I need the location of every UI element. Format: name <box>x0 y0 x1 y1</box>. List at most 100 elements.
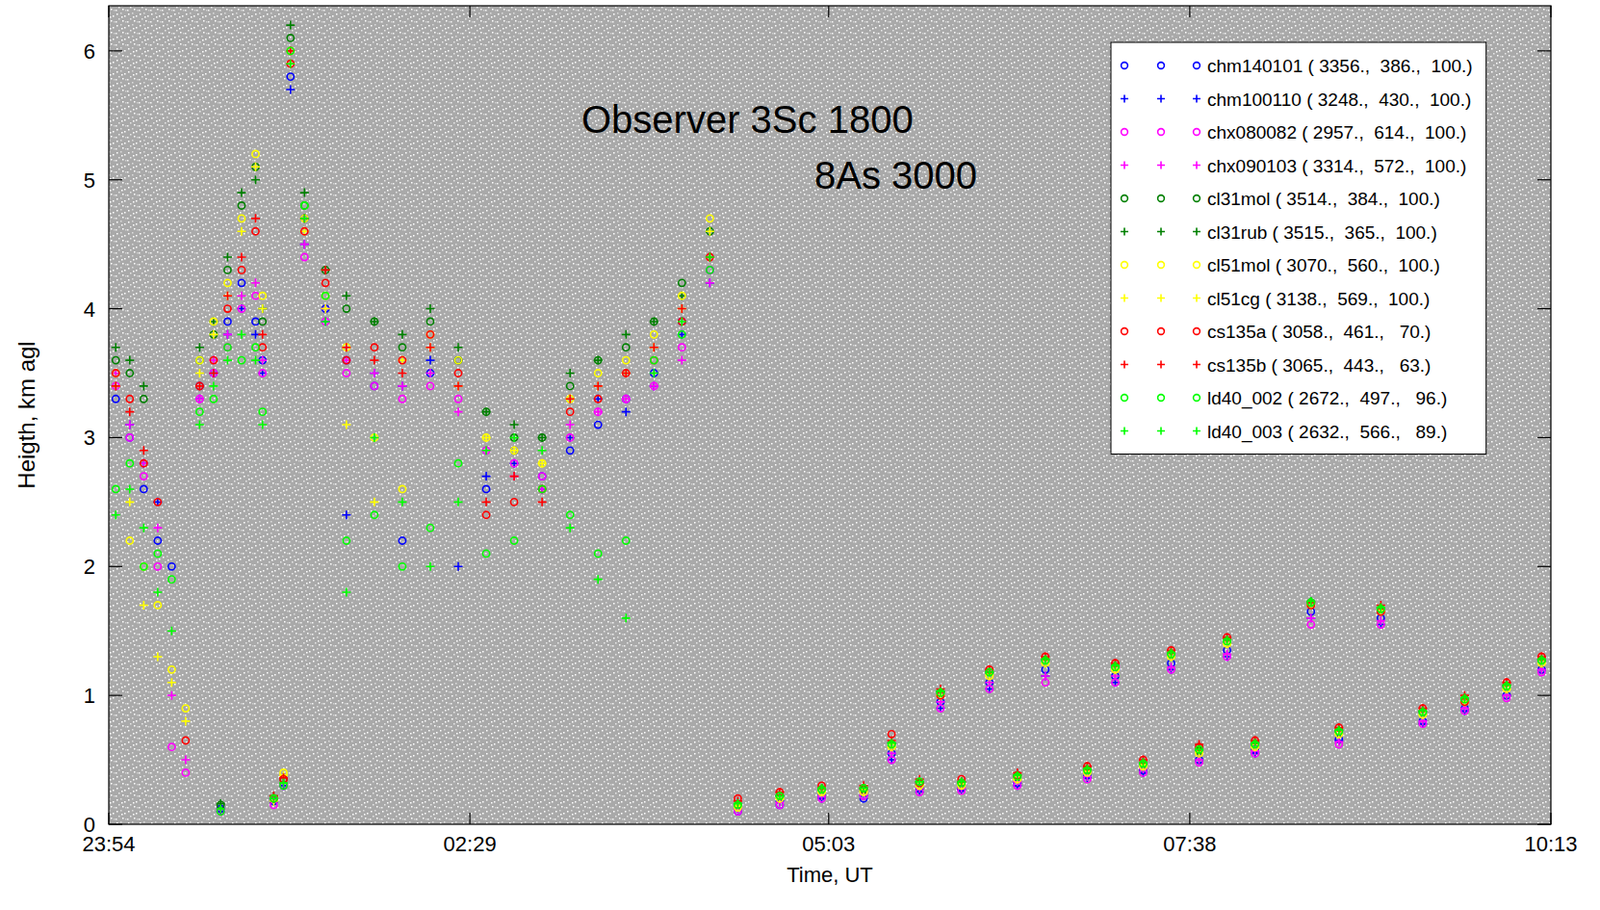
point <box>567 511 574 518</box>
point <box>369 368 379 378</box>
point <box>482 434 490 441</box>
point <box>539 434 546 441</box>
point <box>321 266 329 274</box>
point <box>1502 680 1512 690</box>
point <box>139 381 149 390</box>
point <box>181 704 189 712</box>
point <box>196 382 204 389</box>
point <box>566 394 575 404</box>
point <box>342 537 350 544</box>
point <box>223 356 233 365</box>
legend-marker <box>1158 129 1165 136</box>
point <box>370 382 378 389</box>
point <box>223 330 233 339</box>
point <box>510 446 517 454</box>
point <box>510 471 519 481</box>
x-tick-label: 02:29 <box>443 831 497 856</box>
point <box>167 677 177 687</box>
point <box>1306 613 1316 622</box>
point <box>342 343 350 351</box>
legend-marker <box>1121 195 1129 203</box>
point <box>285 21 295 30</box>
point <box>112 382 120 389</box>
point <box>567 446 574 454</box>
point <box>300 188 310 198</box>
point <box>426 331 434 338</box>
y-tick-label: 5 <box>83 168 96 193</box>
point <box>195 394 205 404</box>
legend-box <box>1110 42 1487 455</box>
point <box>300 227 310 236</box>
point <box>678 331 686 338</box>
point <box>370 434 378 441</box>
legend-marker <box>1193 394 1201 402</box>
point <box>566 433 575 442</box>
legend-marker <box>1121 394 1129 402</box>
point <box>301 253 309 260</box>
point <box>258 304 267 313</box>
point <box>370 511 378 518</box>
point <box>341 356 351 365</box>
point <box>140 472 148 480</box>
point <box>168 666 176 673</box>
point <box>650 357 658 364</box>
series <box>112 60 1546 802</box>
point <box>706 266 714 274</box>
legend-marker <box>1158 328 1165 336</box>
point <box>1537 654 1547 664</box>
point <box>817 783 826 793</box>
point <box>594 369 602 377</box>
point <box>195 342 205 352</box>
point <box>209 395 217 403</box>
y-tick <box>1537 566 1551 568</box>
point <box>321 279 329 286</box>
point <box>706 253 714 260</box>
point <box>397 330 407 339</box>
point <box>301 202 309 209</box>
point <box>270 795 278 802</box>
legend-label: chm100110 ( 3248., 430., 100.) <box>1207 89 1471 110</box>
point <box>126 434 133 441</box>
point <box>1040 671 1050 681</box>
point <box>208 368 218 378</box>
point <box>153 588 162 597</box>
point <box>593 407 603 416</box>
point <box>539 485 546 492</box>
point <box>482 445 491 455</box>
point <box>567 434 574 441</box>
point <box>139 459 149 468</box>
point <box>454 357 462 364</box>
point <box>1376 603 1386 613</box>
point <box>208 381 218 390</box>
point <box>621 407 631 416</box>
point <box>279 778 288 788</box>
annotation: 8As 3000 <box>814 154 978 197</box>
point <box>370 317 378 325</box>
point <box>223 291 233 301</box>
chart: 23:5402:2905:0307:3810:130123456Time, UT… <box>0 0 1600 910</box>
legend: chm140101 ( 3356., 386., 100.)chm100110 … <box>1110 42 1487 455</box>
point <box>251 356 260 365</box>
point <box>775 792 783 800</box>
point <box>209 317 217 325</box>
point <box>397 356 407 365</box>
y-tick-label: 3 <box>83 425 96 450</box>
point <box>112 357 120 364</box>
point <box>111 368 121 378</box>
point <box>482 497 491 507</box>
point <box>286 47 294 54</box>
legend-marker <box>1193 328 1201 336</box>
legend-label: ld40_002 ( 2672., 497., 96.) <box>1207 387 1447 410</box>
series <box>111 59 1547 814</box>
point <box>538 445 547 455</box>
point <box>140 485 148 492</box>
legend-marker <box>1193 62 1201 70</box>
point <box>153 523 162 533</box>
series <box>111 59 1547 814</box>
point <box>321 265 331 275</box>
point <box>454 357 462 364</box>
point <box>111 381 121 390</box>
point <box>195 368 205 378</box>
point <box>621 394 631 404</box>
point <box>341 588 351 597</box>
